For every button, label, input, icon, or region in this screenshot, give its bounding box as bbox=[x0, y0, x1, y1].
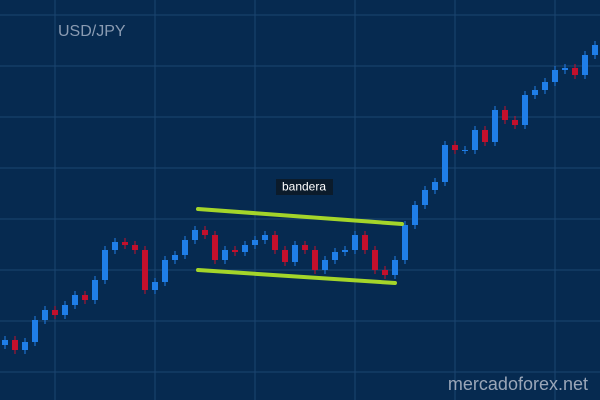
candle-body bbox=[312, 250, 318, 270]
candles bbox=[2, 41, 598, 354]
candle-body bbox=[2, 340, 8, 345]
flag-lower-line bbox=[196, 268, 397, 285]
candle-body bbox=[112, 242, 118, 250]
candle-body bbox=[332, 252, 338, 260]
candle-body bbox=[52, 310, 58, 315]
candle-body bbox=[532, 90, 538, 95]
candle-body bbox=[592, 45, 598, 55]
candle-body bbox=[582, 55, 588, 75]
candle-body bbox=[32, 320, 38, 342]
candle-body bbox=[42, 310, 48, 320]
candle-body bbox=[572, 68, 578, 75]
candle-body bbox=[272, 235, 278, 250]
candle-body bbox=[122, 242, 128, 245]
candle-body bbox=[222, 250, 228, 260]
flag-upper-line bbox=[196, 207, 404, 226]
candle-body bbox=[552, 70, 558, 82]
candle-body bbox=[232, 250, 238, 252]
candle-body bbox=[362, 235, 368, 250]
candle-body bbox=[482, 130, 488, 142]
candle-body bbox=[292, 245, 298, 262]
candle-body bbox=[352, 235, 358, 250]
chart-title: USD/JPY bbox=[58, 23, 126, 40]
candle-body bbox=[212, 235, 218, 260]
candle-body bbox=[402, 225, 408, 260]
candle-body bbox=[322, 260, 328, 270]
candle-body bbox=[562, 68, 568, 70]
candle-body bbox=[382, 270, 388, 275]
candle-body bbox=[62, 305, 68, 315]
candle-body bbox=[342, 250, 348, 252]
candle-body bbox=[162, 260, 168, 282]
candle-body bbox=[12, 340, 18, 350]
candle-body bbox=[492, 110, 498, 142]
candle-body bbox=[72, 295, 78, 305]
candle-body bbox=[512, 120, 518, 125]
candle-body bbox=[102, 250, 108, 280]
candle-body bbox=[262, 235, 268, 240]
candle-body bbox=[542, 82, 548, 90]
candle-body bbox=[392, 260, 398, 275]
candle-body bbox=[472, 130, 478, 150]
candle-body bbox=[442, 145, 448, 182]
candle-body bbox=[242, 245, 248, 252]
candle-body bbox=[152, 282, 158, 290]
candle-body bbox=[412, 205, 418, 225]
candle-body bbox=[182, 240, 188, 255]
candle-body bbox=[202, 230, 208, 235]
candle-body bbox=[192, 230, 198, 240]
candle-body bbox=[142, 250, 148, 290]
candle-body bbox=[522, 95, 528, 125]
candle-body bbox=[282, 250, 288, 262]
candle-body bbox=[82, 295, 88, 300]
candle-body bbox=[452, 145, 458, 150]
candle-body bbox=[502, 110, 508, 120]
candle-body bbox=[132, 245, 138, 250]
annotation: bandera bbox=[282, 180, 326, 194]
candle-body bbox=[92, 280, 98, 300]
candle-body bbox=[22, 342, 28, 350]
candle-body bbox=[462, 150, 468, 151]
watermark: mercadoforex.net bbox=[448, 374, 588, 394]
candle-body bbox=[372, 250, 378, 270]
candle-body bbox=[252, 240, 258, 245]
annotation-box bbox=[276, 179, 333, 195]
candle-body bbox=[422, 190, 428, 205]
candle-body bbox=[172, 255, 178, 260]
candle-body bbox=[302, 245, 308, 250]
candle-body bbox=[432, 182, 438, 190]
